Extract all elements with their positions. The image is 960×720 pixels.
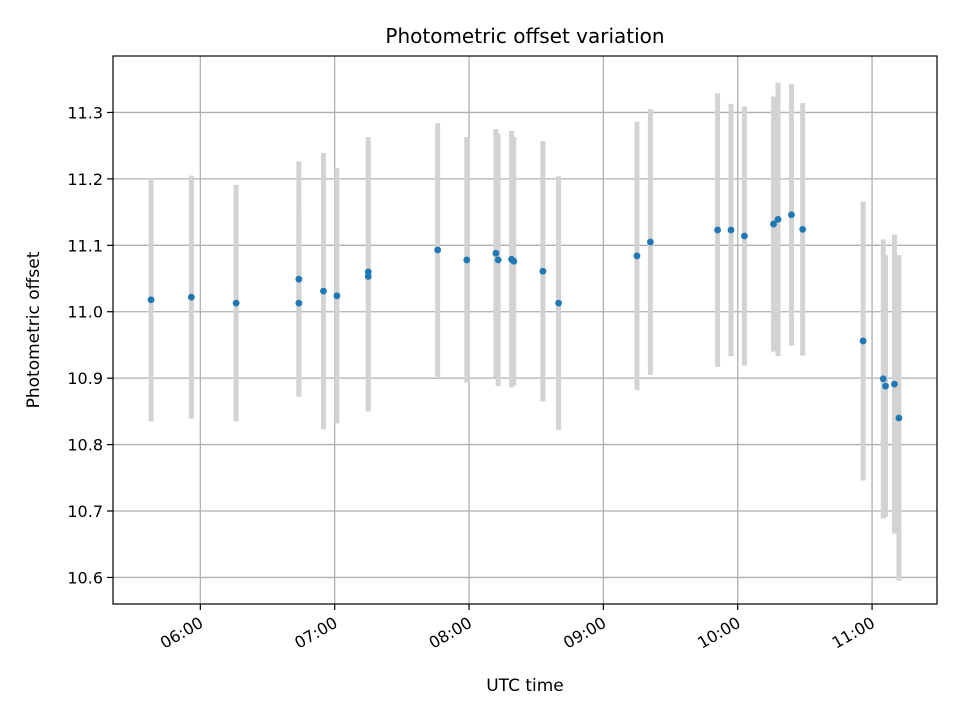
y-tick-label: 10.7 (67, 502, 103, 521)
data-point (770, 220, 777, 228)
y-tick-label: 10.9 (67, 369, 103, 388)
data-point (891, 380, 898, 388)
data-point (788, 211, 795, 219)
data-point (633, 252, 641, 260)
data-point (741, 232, 748, 240)
data-point (799, 225, 807, 233)
data-point (187, 293, 195, 301)
data-point (463, 256, 471, 264)
data-point (492, 249, 500, 257)
data-point (295, 299, 303, 307)
data-point (333, 292, 341, 300)
data-point (774, 216, 782, 223)
data-point (147, 296, 155, 304)
y-tick-label: 10.6 (67, 568, 103, 587)
data-point (232, 299, 240, 307)
y-tick-label: 10.8 (67, 436, 103, 455)
data-point (364, 268, 372, 276)
y-tick-label: 11.3 (67, 103, 103, 122)
data-point (295, 275, 303, 283)
data-point (494, 256, 502, 264)
grid-layer (113, 56, 937, 604)
data-point (714, 226, 721, 234)
data-point (434, 246, 442, 254)
x-axis-title: UTC time (486, 676, 564, 696)
data-point (320, 287, 327, 295)
data-point (555, 299, 562, 307)
data-point (895, 414, 903, 422)
plot-frame (112, 55, 938, 605)
y-axis-ticks: 10.6 10.7 10.8 10.9 11.0 11.1 11.2 11.3 (67, 103, 113, 587)
data-point (510, 257, 518, 265)
point-layer (147, 211, 903, 422)
y-tick-label: 11.2 (67, 170, 103, 189)
data-point (539, 267, 547, 275)
y-tick-label: 11.0 (67, 303, 103, 322)
data-point (646, 238, 654, 246)
chart-title: Photometric offset variation (385, 24, 664, 48)
data-point (364, 273, 372, 280)
data-point (882, 382, 889, 390)
y-axis-title: Photometric offset (24, 251, 44, 408)
data-point (879, 375, 887, 383)
y-tick-label: 11.1 (67, 236, 103, 255)
data-point (727, 226, 735, 234)
data-point (859, 337, 867, 345)
